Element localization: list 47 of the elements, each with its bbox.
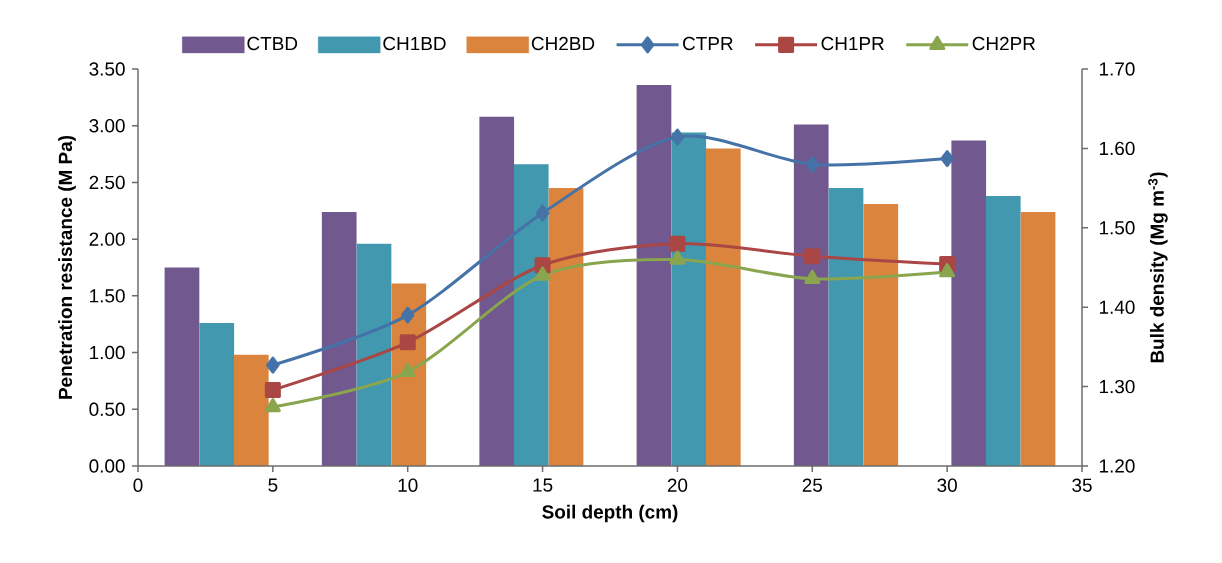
x-tick-label: 30 xyxy=(937,478,957,492)
y-tick-label: 0.00 xyxy=(89,459,125,473)
point xyxy=(804,248,821,265)
y-tick-label: 1.50 xyxy=(90,289,125,303)
point xyxy=(266,356,280,374)
y2-tick-label: 1.30 xyxy=(1099,379,1135,394)
legend-label: CTPR xyxy=(683,36,733,51)
point xyxy=(670,128,685,146)
legend-label: CH2PR xyxy=(972,36,1036,51)
x-axis-title: Soil depth (cm) xyxy=(542,504,678,523)
point xyxy=(264,398,281,413)
point xyxy=(939,263,956,278)
y2-tick-label: 1.20 xyxy=(1099,459,1135,473)
point xyxy=(669,250,686,265)
x-tick-label: 0 xyxy=(133,478,143,492)
y-tick-label: 3.50 xyxy=(89,62,125,76)
y-tick-label: 2.50 xyxy=(89,175,125,190)
point xyxy=(940,150,954,168)
y2-tick-label: 1.60 xyxy=(1099,141,1135,156)
point xyxy=(399,334,416,351)
y-axis-title: Penetration resistance (M Pa) xyxy=(58,135,76,399)
legend-label: CH1PR xyxy=(821,36,884,51)
y-tick-label: 0.50 xyxy=(89,402,125,416)
point xyxy=(805,155,820,173)
y2-axis-title: Bulk density (Mg m$^{-3}$) xyxy=(1148,172,1168,363)
x-tick-label: 10 xyxy=(398,478,418,492)
legend-label: CH1BD xyxy=(383,36,446,51)
x-tick-label: 35 xyxy=(1072,478,1092,492)
point xyxy=(534,266,551,281)
point xyxy=(400,306,415,324)
x-tick-label: 20 xyxy=(667,478,688,492)
legend-label: CTBD xyxy=(247,36,298,51)
point xyxy=(669,235,686,252)
point xyxy=(804,269,821,285)
y-tick-label: 1.00 xyxy=(90,345,125,360)
x-tick-label: 15 xyxy=(533,478,553,492)
y2-tick-label: 1.50 xyxy=(1099,221,1135,235)
y2-tick-label: 1.70 xyxy=(1099,62,1135,76)
y-tick-label: 3.00 xyxy=(89,119,125,133)
y-tick-label: 2.00 xyxy=(89,232,125,246)
point xyxy=(535,204,550,222)
legend-label: CH2BD xyxy=(531,36,595,51)
x-tick-label: 25 xyxy=(802,478,823,492)
y2-tick-label: 1.40 xyxy=(1099,300,1135,314)
point xyxy=(264,382,281,398)
x-tick-label: 5 xyxy=(268,478,278,492)
point xyxy=(399,362,416,378)
